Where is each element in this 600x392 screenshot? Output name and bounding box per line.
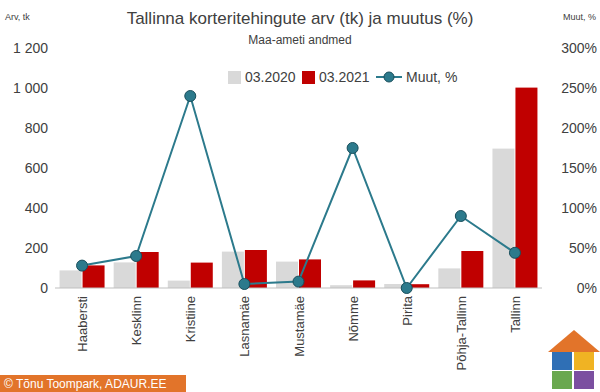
line-marker <box>347 143 358 154</box>
legend-item: 03.2021 <box>302 69 370 85</box>
x-tick-label: Tallinn <box>508 296 523 333</box>
line-marker <box>455 211 466 222</box>
y2-tick <box>542 168 545 169</box>
bar <box>191 263 213 288</box>
x-tick-label: Lasnamäe <box>237 296 252 357</box>
bar <box>492 149 514 288</box>
y-tick-label: 1 000 <box>13 80 48 96</box>
x-axis <box>55 288 542 289</box>
bar <box>168 281 190 288</box>
y2-tick-label: 150% <box>561 160 597 176</box>
bar <box>353 280 375 288</box>
bar <box>438 268 460 288</box>
bar <box>114 262 136 288</box>
lines <box>77 91 521 294</box>
credit-box <box>0 375 186 392</box>
line <box>82 96 515 288</box>
y2-tick-label: 50% <box>569 240 597 256</box>
x-tick-label: Pirita <box>400 295 415 325</box>
y-tick <box>52 288 55 289</box>
logo-piece <box>574 352 594 370</box>
subtitle: Maa-ameti andmed <box>248 33 351 47</box>
line-marker <box>401 283 412 294</box>
y-tick-label: 600 <box>25 160 49 176</box>
y-tick-label: 1 200 <box>13 40 48 56</box>
y-tick-label: 400 <box>25 200 49 216</box>
logo <box>548 330 600 389</box>
y2-tick <box>542 48 545 49</box>
credit: © Tõnu Toompark, ADAUR.EE <box>4 377 166 391</box>
line-marker <box>185 91 196 102</box>
line-marker <box>509 247 520 258</box>
x-tick-label: Kesklinn <box>129 296 144 345</box>
legend-label: 03.2020 <box>245 69 296 85</box>
y-tick <box>52 208 55 209</box>
bars <box>60 88 538 288</box>
chart-container: Tallinna korteritehingute arv (tk) ja mu… <box>0 0 600 392</box>
y-tick <box>52 48 55 49</box>
y2-tick-label: 100% <box>561 200 597 216</box>
title: Tallinna korteritehingute arv (tk) ja mu… <box>127 9 474 28</box>
bar <box>461 251 483 288</box>
bar <box>515 88 537 288</box>
y-tick <box>52 128 55 129</box>
legend-item: 03.2020 <box>228 69 296 85</box>
y-axis-label: Arv, tk <box>5 12 30 22</box>
y-tick-label: 0 <box>40 280 48 296</box>
y2-tick <box>542 288 545 289</box>
logo-piece <box>552 352 572 370</box>
line-marker <box>131 251 142 262</box>
y2-tick-label: 0% <box>577 280 597 296</box>
legend-item: Muut, % <box>376 69 457 85</box>
y2-tick <box>542 208 545 209</box>
legend-label: 03.2021 <box>319 69 370 85</box>
y2-tick <box>542 128 545 129</box>
legend-swatch <box>228 71 241 84</box>
legend-swatch <box>302 71 315 84</box>
line-marker <box>77 260 88 271</box>
logo-piece <box>574 371 594 389</box>
y-tick <box>52 88 55 89</box>
x-tick-label: Haabersti <box>75 296 90 352</box>
legend-swatch-marker <box>384 72 394 82</box>
line-marker <box>293 276 304 287</box>
y2-tick-label: 200% <box>561 120 597 136</box>
chart-svg: Tallinna korteritehingute arv (tk) ja mu… <box>0 0 600 392</box>
x-tick-label: Põhja-Tallinn <box>454 296 469 370</box>
bar <box>60 270 82 288</box>
legend-label: Muut, % <box>406 69 457 85</box>
y-tick-label: 800 <box>25 120 49 136</box>
x-tick-label: Nõmme <box>346 296 361 342</box>
y-tick-label: 200 <box>25 240 49 256</box>
y2-tick <box>542 248 545 249</box>
x-tick-label: Kristiine <box>183 296 198 342</box>
y2-tick <box>542 88 545 89</box>
line-marker <box>239 279 250 290</box>
x-tick-label: Mustamäe <box>292 296 307 357</box>
logo-roof <box>548 330 600 352</box>
logo-piece <box>552 371 572 389</box>
y2-tick-label: 300% <box>561 40 597 56</box>
y-tick <box>52 248 55 249</box>
y-tick <box>52 168 55 169</box>
y2-axis-label: Muut, % <box>563 12 596 22</box>
y2-tick-label: 250% <box>561 80 597 96</box>
